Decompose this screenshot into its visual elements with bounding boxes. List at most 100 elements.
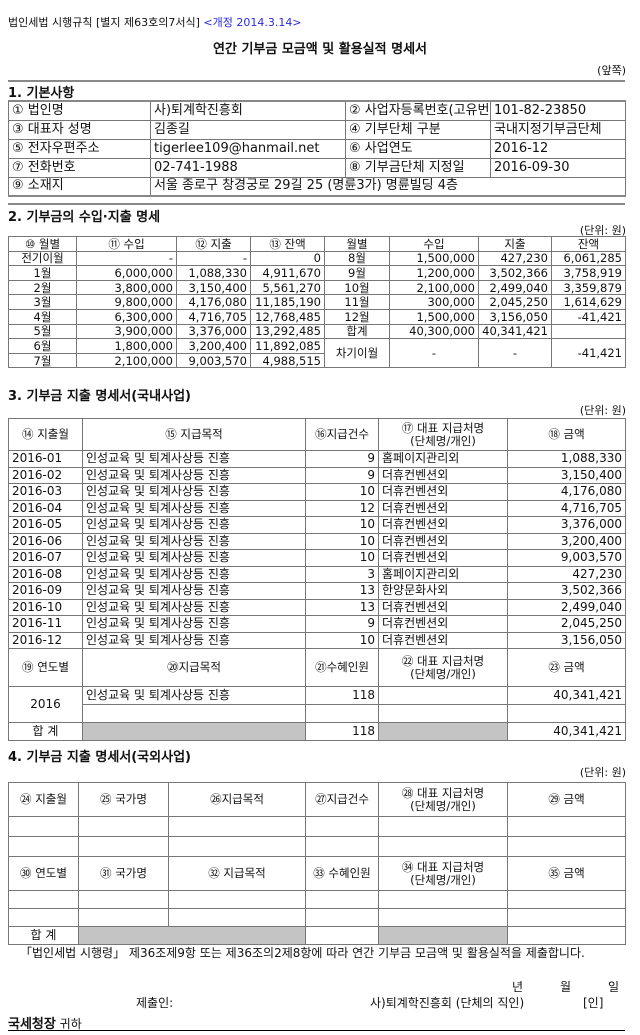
table-row: 2016-08 인성교육 및 퇴계사상등 진흥 3 홈페이지관리외 427,230 [8, 565, 626, 583]
table-cell: 인성교육 및 퇴계사상등 진흥 [82, 582, 306, 600]
table-cell: 2,100,000 [389, 279, 479, 296]
table-cell: 3,200,400 [176, 338, 251, 354]
table-cell: 인성교육 및 퇴계사상등 진흥 [82, 598, 306, 616]
addressee: 국세청장 귀하 [8, 1013, 82, 1032]
year-cell: 2016 [8, 686, 83, 723]
table-row: 2월 3,800,000 3,150,400 5,561,270 10월 2,100,00… [8, 279, 626, 296]
field-label: ③ 대표자 성명 [8, 119, 151, 140]
table-row: ⑭ 지출월 ⑮ 지급목적 ⑯지급건수 ⑰ 대표 지급처명 (단체명/개인) ⑱ 금액 [8, 418, 626, 451]
table-cell: 2,045,250 [478, 294, 552, 310]
column-header: ㉜ 지급목적 [168, 856, 306, 891]
table-cell: 7월 [8, 352, 77, 369]
table-cell: 5,561,270 [250, 279, 325, 296]
field-value: 서울 종로구 창경궁로 29길 25 (명륜3가) 명륜빌딩 4층 [150, 176, 626, 197]
table-cell [78, 890, 169, 909]
document-title: 연간 기부금 모금액 및 활용실적 명세서 [213, 42, 427, 57]
table-cell: 1,800,000 [76, 338, 177, 354]
table-cell [168, 836, 306, 857]
column-header: ⑮ 지급목적 [82, 418, 306, 451]
column-header: 잔액 [551, 236, 626, 252]
table-cell: 40,341,421 [478, 323, 552, 340]
field-label: ④ 기부단체 구분 [345, 119, 491, 140]
table-row: 2016-12 인성교육 및 퇴계사상등 진흥 10 더휴컨벤션외 3,156,050 [8, 631, 626, 649]
table-cell: 인성교육 및 퇴계사상등 진흥 [82, 466, 306, 484]
total-count: 118 [305, 722, 379, 741]
table-cell [168, 816, 306, 837]
total-amount: 40,341,421 [507, 722, 626, 741]
column-header: ㉗지급건수 [305, 782, 379, 817]
table-row: 2016-05 인성교육 및 퇴계사상등 진흥 10 더휴컨벤션외 3,376,000 [8, 516, 626, 534]
table-cell [507, 926, 626, 945]
table-cell: 427,230 [478, 250, 552, 267]
table-row: ㉚ 연도별 ㉛ 국가명 ㉜ 지급목적 ㉝ 수혜인원 ㉞ 대표 지급처명 (단체명/개인)… [8, 856, 626, 891]
column-header: ⑩ 월별 [8, 236, 77, 252]
column-header: ⑫ 지출 [176, 236, 251, 252]
table-row: 2016-09 인성교육 및 퇴계사상등 진흥 13 한양문화사외 3,502,366 [8, 582, 626, 600]
table-cell: 인성교육 및 퇴계사상등 진흥 [82, 516, 306, 534]
column-header: ⑭ 지출월 [8, 418, 83, 451]
table-cell: 2016-05 [8, 516, 83, 534]
unit-label: (단위: 원) [579, 224, 626, 237]
statement: 「법인세법 시행령」 제36조제9항 또는 제36조의2제8항에 따라 연간 기… [20, 946, 585, 960]
table-row: 5월 3,900,000 3,376,000 13,292,485 합계 40,300,0… [8, 323, 626, 340]
table-cell: 3월 [8, 294, 77, 310]
table-cell: 3,150,400 [507, 466, 626, 484]
seal-mark: [인] [583, 996, 604, 1010]
table-cell: 2016-03 [8, 483, 83, 501]
table-cell: 9,003,570 [176, 352, 251, 369]
table-cell: 9,003,570 [507, 549, 626, 567]
table-cell [305, 704, 379, 723]
section4-title: 4. 기부금 지출 명세서(국외사업) [8, 750, 191, 765]
table-cell: 더휴컨벤션외 [378, 631, 508, 649]
column-header: ⑪ 수입 [76, 236, 177, 252]
overseas-expense-table: ㉔ 지출월 ㉕ 국가명 ㉖지급목적 ㉗지급건수 ㉘ 대표 지급처명 (단체명/개인) ㉙ … [8, 782, 626, 945]
table-cell [305, 908, 379, 927]
table-cell: 2월 [8, 279, 77, 296]
table-cell [507, 836, 626, 857]
year-label: 년 [512, 980, 524, 994]
table-cell: 4,911,670 [250, 265, 325, 281]
table-cell: 2,499,040 [478, 279, 552, 296]
table-cell: 3,502,366 [478, 265, 552, 281]
field-label: ⑨ 소재지 [8, 176, 151, 197]
table-row: 7월 2,100,000 9,003,570 4,988,515 [8, 352, 626, 369]
table-cell: 11,185,190 [250, 294, 325, 310]
table-cell: 9 [305, 615, 379, 633]
column-header: ⑳지급목적 [82, 648, 306, 687]
table-cell: 3,502,366 [507, 582, 626, 600]
table-row: 전기이월 - -0 8월 1,500,000 427,230 6,061,285 [8, 250, 626, 267]
table-row [9, 704, 626, 723]
table-cell [378, 908, 508, 927]
table-cell: - [176, 250, 251, 267]
table-cell: 4,716,705 [176, 308, 251, 325]
column-header: ㉟ 금액 [507, 856, 626, 891]
table-cell: 5월 [8, 323, 77, 340]
table-cell: 118 [305, 686, 379, 705]
table-row: ⑲ 연도별 ⑳지급목적 ㉑수혜인원 ㉒ 대표 지급처명 (단체명/개인) ㉓ 금액 [8, 648, 626, 687]
column-header: ⑲ 연도별 [8, 648, 83, 687]
table-cell: 3,376,000 [507, 516, 626, 534]
field-value: 02-741-1988 [150, 157, 346, 178]
table-cell [82, 722, 306, 741]
table-cell: 인성교육 및 퇴계사상등 진흥 [82, 686, 306, 705]
table-cell: - [389, 338, 479, 369]
table-cell: 1,088,330 [176, 265, 251, 281]
table-cell [378, 816, 508, 837]
table-cell [378, 836, 508, 857]
table-cell: - [478, 338, 552, 369]
table-cell: 3,156,050 [478, 308, 552, 325]
table-row: 2016-10 인성교육 및 퇴계사상등 진흥 13 더휴컨벤션외 2,499,040 [8, 598, 626, 616]
addressee-name: 국세청장 [8, 1017, 56, 1032]
submitter-label: 제출인: [136, 996, 174, 1010]
month-label: 월 [560, 980, 572, 994]
table-cell: 2016-12 [8, 631, 83, 649]
column-header: 월별 [324, 236, 390, 252]
table-cell: 11,892,085 [250, 338, 325, 354]
addressee-suffix: 귀하 [59, 1017, 82, 1031]
table-cell [305, 926, 379, 945]
table-cell: 9월 [324, 265, 390, 281]
table-cell: 더휴컨벤션외 [378, 516, 508, 534]
form-reference: 법인세법 시행규칙 [별지 제63호의7서식] <개정 2014.3.14> [8, 14, 302, 30]
table-cell [78, 908, 169, 927]
column-header: ㉛ 국가명 [78, 856, 169, 891]
